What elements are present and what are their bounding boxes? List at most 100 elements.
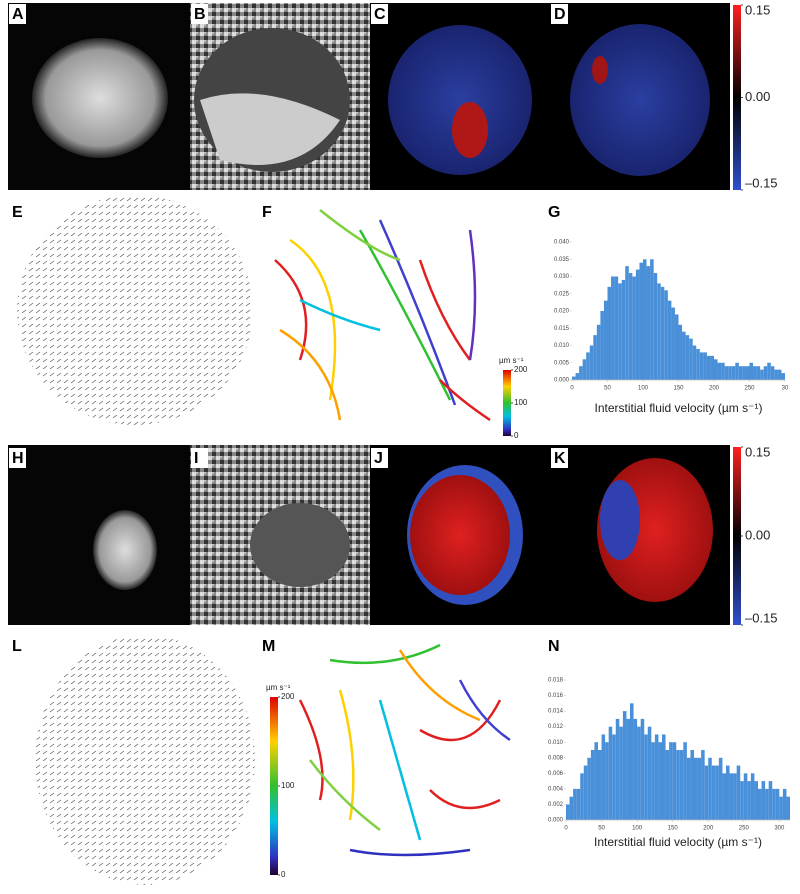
label-box [9, 4, 26, 24]
bar [685, 335, 690, 380]
y-tick-label: 0.035 [554, 257, 570, 263]
bar [729, 773, 734, 820]
bar [660, 286, 665, 380]
colorbar-label: 200 [514, 365, 528, 374]
bar [671, 307, 675, 380]
bar [621, 279, 626, 380]
bar [740, 781, 744, 820]
bar [653, 273, 658, 380]
label-box [259, 202, 276, 222]
bar [598, 750, 602, 820]
bar [566, 804, 570, 820]
bar [683, 742, 687, 820]
x-tick-label: 50 [604, 386, 611, 392]
bar [736, 765, 741, 820]
bar [630, 703, 634, 820]
x-tick-label: 30 [782, 386, 789, 392]
bar [772, 788, 776, 820]
bar [615, 718, 620, 820]
bar [672, 742, 677, 820]
bar [622, 711, 627, 820]
panel-label: E [12, 204, 23, 221]
bar [697, 757, 702, 820]
bar [782, 788, 787, 820]
bar [600, 311, 604, 380]
bar [756, 366, 761, 380]
bar [743, 773, 748, 820]
bar [657, 283, 661, 380]
bar [637, 726, 641, 820]
colorbar-label: 0.00 [745, 89, 770, 104]
bar [639, 262, 643, 380]
colorbar-label: 100 [281, 781, 295, 790]
panel-label: A [12, 6, 24, 23]
bar [580, 773, 584, 820]
bar [708, 757, 712, 820]
bar [750, 773, 755, 820]
x-tick-label: 200 [703, 826, 714, 832]
bar [689, 338, 693, 380]
bar [767, 362, 771, 380]
bar [694, 757, 698, 820]
bar [582, 359, 587, 380]
y-tick-label: 0.040 [554, 240, 570, 246]
y-tick-label: 0.018 [548, 678, 564, 684]
bar [667, 300, 672, 380]
bar [662, 734, 666, 820]
y-tick-label: 0.016 [548, 693, 564, 699]
bar [601, 734, 606, 820]
bar [608, 726, 613, 820]
bar [654, 734, 659, 820]
bar [632, 276, 636, 380]
bar [786, 796, 790, 820]
panel-label: B [194, 6, 206, 23]
bar [722, 773, 726, 820]
x-axis-label: Interstitial fluid velocity (µm s⁻¹) [594, 835, 762, 849]
bar [605, 742, 609, 820]
label-box [9, 636, 26, 656]
bar [774, 369, 778, 380]
bar [640, 718, 645, 820]
y-tick-label: 0.000 [554, 378, 570, 384]
x-tick-label: 150 [668, 826, 679, 832]
bar [626, 718, 630, 820]
panel-label: G [548, 204, 560, 221]
label-box [551, 448, 568, 468]
bar [717, 362, 722, 380]
label-box [9, 202, 26, 222]
y-tick-label: 0.005 [554, 360, 570, 366]
y-tick-label: 0.000 [548, 818, 564, 824]
colorbar-label: 200 [281, 692, 295, 701]
panel-label: L [12, 638, 22, 655]
bar [614, 276, 619, 380]
bar [664, 290, 668, 380]
y-tick-label: 0.012 [548, 724, 564, 730]
y-tick-label: 0.014 [548, 709, 564, 715]
colorbar-unit: µm s⁻¹ [499, 356, 524, 365]
x-tick-label: 100 [632, 826, 643, 832]
x-tick-label: 250 [744, 386, 755, 392]
bar [596, 324, 601, 380]
bar [589, 345, 594, 380]
colorbar-label: –0.15 [745, 610, 778, 625]
bar [635, 269, 640, 380]
y-tick-label: 0.006 [548, 771, 564, 777]
bar [726, 765, 730, 820]
bar [777, 369, 782, 380]
bar [603, 300, 608, 380]
bar [747, 781, 751, 820]
bar [761, 781, 766, 820]
bar [718, 757, 723, 820]
label-box [545, 636, 562, 656]
bar [724, 366, 729, 380]
bar [573, 788, 577, 820]
bar [765, 788, 769, 820]
panel-label: N [548, 638, 560, 655]
label-box [371, 448, 388, 468]
bar [696, 348, 700, 380]
bar [625, 266, 629, 380]
bar [679, 750, 684, 820]
y-tick-label: 0.015 [554, 326, 570, 332]
bar [781, 373, 785, 380]
